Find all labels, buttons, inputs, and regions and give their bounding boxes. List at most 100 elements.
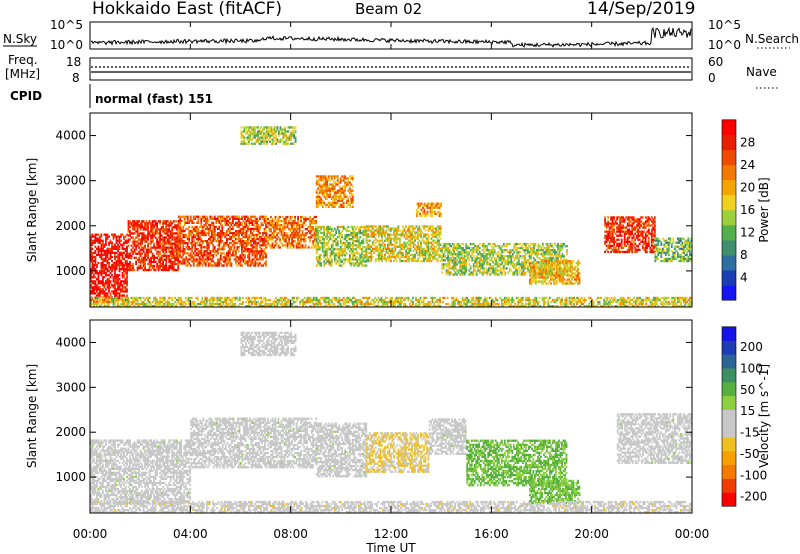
heatmap-cell xyxy=(502,257,505,260)
heatmap-cell xyxy=(342,195,345,198)
heatmap-cell xyxy=(127,240,130,243)
heatmap-cell xyxy=(230,221,233,224)
heatmap-cell xyxy=(393,249,395,252)
heatmap-cell xyxy=(232,227,234,231)
nsky-hi-tick: 10^5 xyxy=(50,18,83,32)
heatmap-cell xyxy=(432,251,434,254)
heatmap-cell xyxy=(357,238,360,241)
heatmap-cell xyxy=(171,244,174,247)
heatmap-cell xyxy=(448,259,451,262)
heatmap-cell xyxy=(549,255,552,258)
heatmap-cell xyxy=(90,274,92,277)
heatmap-cell xyxy=(182,233,185,237)
heatmap-cell xyxy=(342,225,345,229)
heatmap-cell xyxy=(420,253,422,257)
heatmap-cell xyxy=(240,134,243,137)
heatmap-cell xyxy=(350,201,353,204)
heatmap-cell xyxy=(525,245,528,248)
heatmap-cell xyxy=(295,228,298,231)
heatmap-cell xyxy=(90,247,92,250)
heatmap-cell xyxy=(516,253,519,256)
heatmap-cell xyxy=(533,278,536,281)
heatmap-cell xyxy=(347,244,350,247)
heatmap-cell xyxy=(370,249,373,252)
heatmap-cell xyxy=(417,202,420,205)
heatmap-cell xyxy=(206,219,209,222)
heatmap-cell xyxy=(292,236,295,239)
heatmap-cell xyxy=(238,225,240,229)
heatmap-cell xyxy=(441,255,443,258)
heatmap-cell xyxy=(139,250,142,253)
heatmap-cell xyxy=(171,266,174,270)
heatmap-cell xyxy=(462,247,464,250)
heatmap-cell xyxy=(561,247,564,250)
heatmap-cell xyxy=(121,274,124,277)
heatmap-cell xyxy=(171,264,174,268)
heatmap-cell xyxy=(335,258,338,261)
heatmap-cell xyxy=(435,227,437,230)
heatmap-cell xyxy=(514,245,517,248)
heatmap-cell xyxy=(367,245,370,248)
heatmap-cell xyxy=(105,243,107,246)
heatmap-cell xyxy=(492,247,495,250)
heatmap-cell xyxy=(283,244,286,247)
heatmap-cell xyxy=(251,248,254,251)
heatmap-cell xyxy=(435,202,438,205)
heatmap-cell xyxy=(484,253,487,256)
heatmap-cell xyxy=(271,232,274,235)
heatmap-cell xyxy=(448,253,451,256)
heatmap-cell xyxy=(241,223,243,227)
heatmap-cell xyxy=(106,284,109,287)
heatmap-cell xyxy=(371,231,374,234)
heatmap-cell xyxy=(186,252,189,255)
heatmap-cell xyxy=(272,142,274,145)
heatmap-cell xyxy=(224,223,227,227)
heatmap-cell xyxy=(91,286,94,289)
heatmap-cell xyxy=(323,177,326,180)
heatmap-cell xyxy=(103,272,106,275)
heatmap-cell xyxy=(315,227,318,231)
heatmap-cell xyxy=(102,270,104,273)
heatmap-cell xyxy=(207,233,210,237)
heatmap-cell xyxy=(498,247,501,250)
heatmap-cell xyxy=(345,244,348,247)
heatmap-cell xyxy=(238,219,240,222)
heatmap-cell xyxy=(254,250,257,253)
heatmap-cell xyxy=(502,242,505,246)
heatmap-cell xyxy=(212,254,215,257)
heatmap-cell xyxy=(139,254,142,257)
heatmap-cell xyxy=(283,238,286,241)
heatmap-cell xyxy=(259,262,261,265)
heatmap-cell xyxy=(548,266,551,269)
heatmap-cell xyxy=(283,224,286,227)
heatmap-cell xyxy=(254,221,257,224)
heatmap-cell xyxy=(154,222,157,225)
heatmap-cell xyxy=(108,249,110,252)
heatmap-cell xyxy=(279,228,281,231)
heatmap-cell xyxy=(227,252,230,255)
heatmap-cell xyxy=(344,233,347,237)
heatmap-cell xyxy=(502,269,505,272)
heatmap-cell xyxy=(93,300,95,303)
heatmap-cell xyxy=(551,257,553,260)
heatmap-cell xyxy=(549,257,552,260)
heatmap-cell xyxy=(150,246,152,249)
heatmap-cell xyxy=(391,247,394,250)
heatmap-cell xyxy=(365,252,368,255)
heatmap-cell xyxy=(554,251,556,254)
heatmap-cell xyxy=(448,265,451,268)
heatmap-cell xyxy=(209,242,212,245)
heatmap-cell xyxy=(115,261,118,265)
heatmap-cell xyxy=(545,278,548,281)
heatmap-cell xyxy=(365,235,368,238)
heatmap-cell xyxy=(169,246,172,249)
heatmap-cell xyxy=(179,235,182,239)
heatmap-cell xyxy=(99,288,101,291)
heatmap-cell xyxy=(365,248,368,251)
heatmap-cell xyxy=(256,227,258,231)
heatmap-cell xyxy=(320,203,323,206)
heatmap-cell xyxy=(406,247,409,250)
heatmap-cell xyxy=(163,242,166,245)
heatmap-cell xyxy=(150,222,152,225)
heatmap-cell xyxy=(520,273,523,276)
